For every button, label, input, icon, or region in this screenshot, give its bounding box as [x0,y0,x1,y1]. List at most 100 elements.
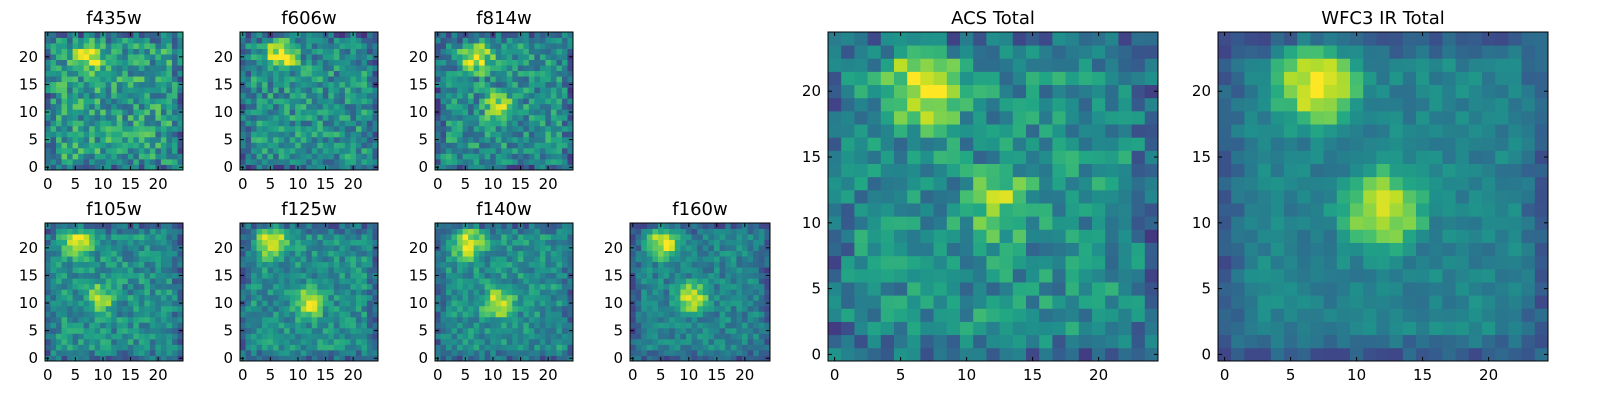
heatmap-cell [1026,322,1040,336]
heatmap-cell [111,148,117,154]
heatmap-cell [748,300,754,306]
heatmap-cell [697,344,703,350]
heatmap-cell [323,267,329,273]
heatmap-cell [172,142,178,148]
heatmap-cell [692,256,698,262]
heatmap-cell [973,177,987,191]
heatmap-cell [345,328,351,334]
heatmap-cell [328,256,334,262]
heatmap-cell [736,240,742,246]
heatmap-cell [323,153,329,159]
heatmap-cell [463,54,469,60]
heatmap-cell [312,104,318,110]
heatmap-cell [479,38,485,44]
heatmap-cell [73,311,79,317]
x-tick-label: 20 [344,366,363,384]
heatmap-cell [748,295,754,301]
heatmap-cell [759,317,765,323]
heatmap-cell [150,256,156,262]
heatmap-cell [62,38,68,44]
heatmap-cell [273,43,279,49]
heatmap-cell [150,344,156,350]
heatmap-cell [295,115,301,121]
heatmap-cell [155,251,161,257]
heatmap-cell [257,65,263,71]
heatmap-cell [257,43,263,49]
heatmap-cell [474,60,480,66]
heatmap-cell [89,54,95,60]
heatmap-cell [251,43,257,49]
heatmap-cell [1118,229,1132,243]
heatmap-cell [257,120,263,126]
heatmap-cell [268,350,274,356]
x-tick-label: 10 [93,366,112,384]
heatmap-cell [479,240,485,246]
heatmap-cell [78,82,84,88]
heatmap-cell [172,311,178,317]
heatmap-cell [262,339,268,345]
heatmap-cell [529,54,535,60]
heatmap-cell [73,148,79,154]
heatmap-cell [692,278,698,284]
heatmap-cell [306,289,312,295]
heatmap-cell [51,289,57,295]
heatmap-cell [518,306,524,312]
heatmap-cell [753,262,759,268]
heatmap-cell [262,350,268,356]
heatmap-cell [306,148,312,154]
heatmap-cell [441,311,447,317]
heatmap-cell [441,344,447,350]
heatmap-cell [295,267,301,273]
heatmap-cell [45,126,51,132]
heatmap-cell [78,38,84,44]
heatmap-cell [1052,243,1066,257]
heatmap-cell [446,289,452,295]
heatmap-cell [144,317,150,323]
heatmap-cell [523,234,529,240]
heatmap-cell [139,267,145,273]
heatmap-cell [753,284,759,290]
heatmap-cell [139,289,145,295]
heatmap-cell [350,148,356,154]
heatmap-cell [122,245,128,251]
heatmap-cell [89,223,95,229]
heatmap-cell [317,350,323,356]
heatmap-cell [556,295,562,301]
heatmap-cell [748,284,754,290]
heatmap-cell [686,273,692,279]
heatmap-cell [356,322,362,328]
heatmap-cell [551,159,557,165]
heatmap-cell [452,65,458,71]
heatmap-cell [306,295,312,301]
heatmap-cell [78,311,84,317]
heatmap-cell [144,240,150,246]
heatmap-cell [268,311,274,317]
heatmap-cell [534,60,540,66]
heatmap-cell [67,93,73,99]
heatmap-cell [523,267,529,273]
heatmap-cell [111,223,117,229]
heatmap-cell [703,333,709,339]
heatmap-cell [468,60,474,66]
heatmap-cell [708,350,714,356]
heatmap-cell [73,245,79,251]
heatmap-cell [295,43,301,49]
heatmap-cell [128,49,134,55]
heatmap-cell [457,131,463,137]
heatmap-cell [720,328,726,334]
heatmap-cell [166,54,172,60]
heatmap-cell [51,223,57,229]
heatmap-cell [534,87,540,93]
heatmap-cell [301,126,307,132]
heatmap-cell [279,76,285,82]
heatmap-cell [529,87,535,93]
heatmap-cell [144,322,150,328]
heatmap-cell [742,344,748,350]
heatmap-cell [669,273,675,279]
heatmap-cell [367,295,373,301]
heatmap-cell [323,350,329,356]
heatmap-cell [692,289,698,295]
heatmap-cell [485,344,491,350]
y-tick-label: 5 [418,131,428,149]
heatmap-cell [306,142,312,148]
